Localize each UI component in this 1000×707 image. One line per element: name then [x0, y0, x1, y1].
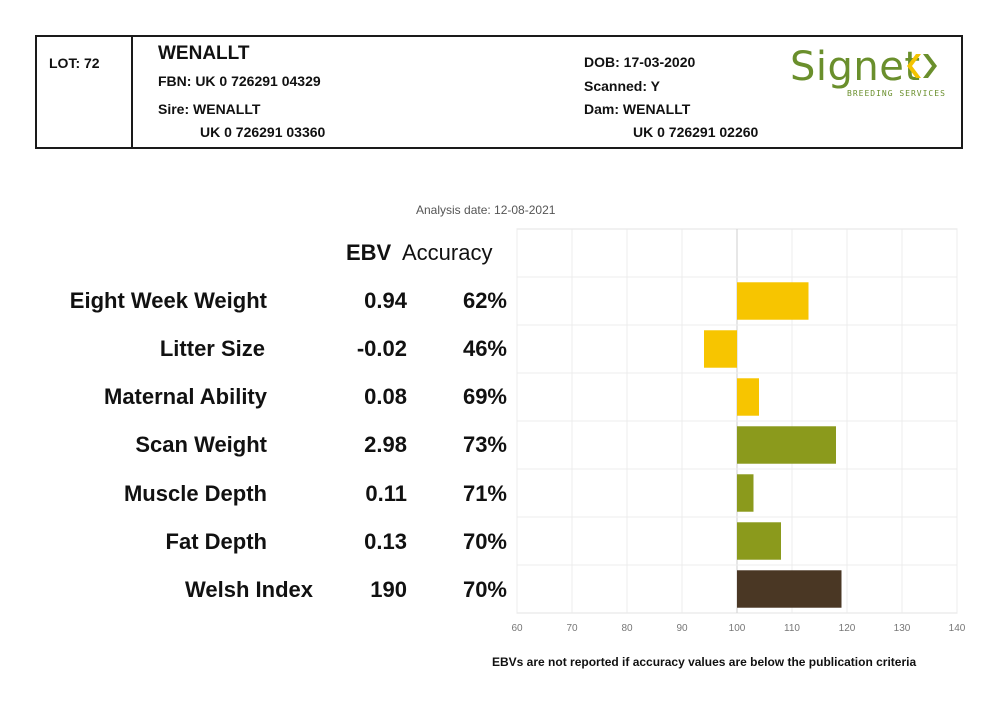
ebv-value-muscle-depth: 0.11 — [365, 481, 407, 506]
ebv-column-header: EBV — [346, 240, 392, 265]
signet-logo: Signet BREEDING SERVICES — [790, 45, 950, 105]
accuracy-column-header: Accuracy — [402, 240, 493, 265]
trait-label-eight-week-weight: Eight Week Weight — [69, 288, 267, 313]
bar-fat-depth — [737, 522, 781, 560]
bar-eight-week-weight — [737, 282, 809, 320]
dam-name: Dam: WENALLT — [584, 101, 691, 117]
accuracy-value-fat-depth: 70% — [462, 529, 507, 554]
ebv-value-maternal-ability: 0.08 — [364, 384, 407, 409]
fbn-number: FBN: UK 0 726291 04329 — [158, 73, 321, 89]
ebv-value-scan-weight: 2.98 — [364, 432, 407, 457]
x-tick-label-70: 70 — [566, 623, 578, 634]
x-tick-label-140: 140 — [949, 623, 966, 634]
ebv-value-fat-depth: 0.13 — [364, 529, 407, 554]
logo-wordmark: Signet — [790, 44, 921, 90]
x-tick-label-120: 120 — [839, 623, 856, 634]
x-tick-label-110: 110 — [784, 623, 800, 634]
accuracy-value-eight-week-weight: 62% — [462, 288, 507, 313]
accuracy-value-litter-size: 46% — [462, 336, 507, 361]
lot-number: LOT: 72 — [49, 55, 100, 71]
accuracy-value-muscle-depth: 71% — [462, 481, 507, 506]
ebv-value-eight-week-weight: 0.94 — [364, 288, 407, 313]
sire-name: Sire: WENALLT — [158, 101, 261, 117]
bar-muscle-depth — [737, 474, 754, 512]
x-tick-label-90: 90 — [676, 623, 688, 634]
x-tick-label-130: 130 — [894, 623, 911, 634]
logo-subtitle: BREEDING SERVICES — [847, 89, 946, 98]
dam-id: UK 0 726291 02260 — [633, 124, 759, 140]
ebv-value-welsh-index: 190 — [370, 577, 407, 602]
bar-maternal-ability — [737, 378, 759, 416]
trait-label-fat-depth: Fat Depth — [165, 529, 267, 554]
signet-chevron-icon — [907, 54, 937, 78]
trait-label-scan-weight: Scan Weight — [135, 432, 267, 457]
footnote: EBVs are not reported if accuracy values… — [492, 655, 917, 669]
ebv-value-litter-size: -0.02 — [356, 336, 407, 361]
sire-id: UK 0 726291 03360 — [200, 124, 326, 140]
bar-welsh-index — [737, 570, 842, 608]
lot-cell: LOT: 72 — [37, 37, 133, 147]
accuracy-value-maternal-ability: 69% — [462, 384, 507, 409]
animal-info-box: LOT: 72 WENALLT FBN: UK 0 726291 04329 S… — [35, 35, 963, 149]
x-tick-label-100: 100 — [729, 623, 746, 634]
analysis-date: Analysis date: 12-08-2021 — [416, 203, 556, 217]
bar-scan-weight — [737, 426, 836, 464]
dob: DOB: 17-03-2020 — [584, 54, 696, 70]
trait-label-welsh-index: Welsh Index — [185, 577, 313, 602]
animal-name: WENALLT — [158, 43, 250, 64]
accuracy-value-scan-weight: 73% — [462, 432, 507, 457]
trait-label-litter-size: Litter Size — [159, 336, 265, 361]
x-tick-label-80: 80 — [621, 623, 633, 634]
accuracy-value-welsh-index: 70% — [462, 577, 507, 602]
trait-label-maternal-ability: Maternal Ability — [104, 384, 267, 409]
bar-litter-size — [704, 330, 737, 368]
scanned-status: Scanned: Y — [584, 78, 660, 94]
x-tick-label-60: 60 — [511, 623, 523, 634]
trait-label-muscle-depth: Muscle Depth — [123, 481, 267, 506]
